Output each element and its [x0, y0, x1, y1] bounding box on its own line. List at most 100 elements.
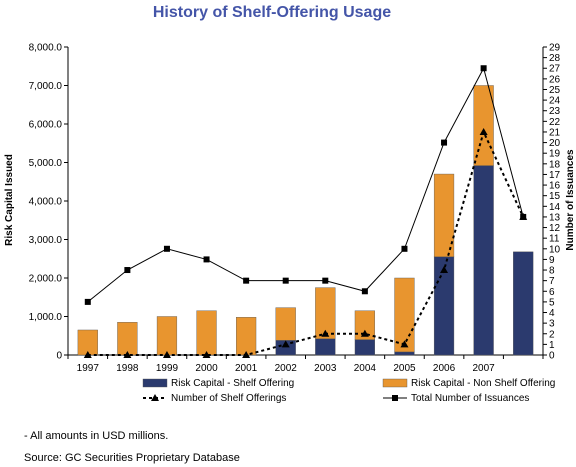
- axes: 0 1,000.0 2,000.0 3,000.0 4,000.0 5,000.0 6,00…: [29, 43, 561, 375]
- y2-tick-label: 17: [549, 170, 561, 181]
- y-tick-label: 4,000.0: [29, 197, 63, 208]
- x-tick-label: 2000: [195, 363, 218, 374]
- point-total-number-of-issuances: [322, 277, 329, 284]
- x-tick-label: 2006: [433, 363, 456, 374]
- x-tick-label: 2003: [314, 363, 337, 374]
- bar-risk-capital-shelf-offering: [315, 338, 336, 356]
- y2-tick-label: 2: [549, 329, 555, 340]
- bars: [77, 85, 534, 356]
- point-total-number-of-issuances: [163, 245, 170, 252]
- line-number-of-shelf-offerings: [87, 129, 525, 356]
- point-total-number-of-issuances: [441, 139, 448, 146]
- y2-tick-label: 7: [549, 276, 555, 287]
- legend-swatch-risk-capital-shelf-offering: [142, 378, 168, 388]
- legend-label-total-number-of-issuances: Total Number of Issuances: [411, 393, 529, 404]
- y2-tick-label: 23: [549, 106, 561, 117]
- point-number-of-shelf-offerings: [321, 329, 330, 337]
- bar-risk-capital-non-shelf-offering: [433, 173, 455, 258]
- legend-label-risk-capital-non-shelf-offering: Risk Capital - Non Shelf Offering: [411, 378, 555, 389]
- point-number-of-shelf-offerings: [83, 351, 92, 358]
- y2-tick-label: 11: [549, 234, 560, 245]
- y2-tick-label: 29: [549, 43, 561, 54]
- legend-marker-number-of-shelf-offerings: [151, 394, 159, 401]
- y-tick-label: 2,000.0: [29, 274, 63, 285]
- y2-tick-label: 15: [549, 191, 561, 202]
- y-axis-label: Risk Capital Issued: [4, 154, 15, 246]
- y-tick-label: 3,000.0: [29, 235, 63, 246]
- bar-risk-capital-non-shelf-offering: [315, 287, 336, 340]
- y2-tick-label: 1: [549, 340, 555, 351]
- y2-tick-label: 0: [549, 351, 555, 362]
- y-tick-label: 1,000.0: [29, 312, 63, 323]
- y2-tick-label: 13: [549, 212, 561, 223]
- y2-tick-label: 3: [549, 319, 555, 330]
- line-total-number-of-issuances: [87, 66, 524, 303]
- y2-tick-label: 18: [549, 159, 561, 170]
- y2-tick-label: 6: [549, 287, 555, 298]
- point-total-number-of-issuances: [361, 288, 368, 295]
- bar-risk-capital-non-shelf-offering: [473, 85, 494, 166]
- x-tick-label: 2002: [275, 363, 298, 374]
- legend-marker-total-number-of-issuances: [392, 395, 398, 401]
- point-number-of-shelf-offerings: [281, 340, 290, 348]
- shelf-offering-chart: History of Shelf-Offering Usage Risk Cap…: [4, 4, 576, 404]
- point-number-of-shelf-offerings: [202, 351, 211, 358]
- x-tick-label: 2007: [473, 363, 496, 374]
- point-total-number-of-issuances: [401, 245, 408, 252]
- y2-tick-label: 16: [549, 181, 561, 192]
- legend-label-risk-capital-shelf-offering: Risk Capital - Shelf Offering: [171, 378, 294, 389]
- bar-risk-capital-shelf-offering: [354, 339, 375, 356]
- bar-risk-capital-non-shelf-offering: [117, 322, 138, 356]
- bar-risk-capital-non-shelf-offering: [156, 316, 178, 356]
- y2-tick-label: 19: [549, 149, 561, 160]
- bar-risk-capital-shelf-offering: [513, 251, 534, 356]
- y-tick-label: 8,000.0: [29, 43, 63, 54]
- bar-risk-capital-non-shelf-offering: [354, 310, 375, 340]
- y2-tick-label: 21: [549, 127, 561, 138]
- y2-tick-label: 22: [549, 117, 561, 128]
- y2-tick-label: 8: [549, 266, 555, 277]
- y2-tick-label: 28: [549, 53, 561, 64]
- y2-tick-label: 27: [549, 64, 561, 75]
- y2-tick-label: 12: [549, 223, 561, 234]
- point-number-of-shelf-offerings: [242, 351, 251, 358]
- y2-tick-label: 4: [549, 308, 555, 319]
- y2-tick-label: 9: [549, 255, 555, 266]
- point-total-number-of-issuances: [84, 298, 91, 305]
- bar-risk-capital-non-shelf-offering: [275, 307, 296, 341]
- y2-tick-label: 24: [549, 96, 561, 107]
- lines: [83, 65, 528, 358]
- y2-tick-label: 5: [549, 297, 555, 308]
- legend-swatch-risk-capital-non-shelf-offering: [382, 378, 408, 388]
- bar-risk-capital-shelf-offering: [473, 165, 494, 356]
- bar-risk-capital-shelf-offering: [394, 351, 415, 356]
- amounts-note: - All amounts in USD millions.: [24, 430, 169, 442]
- y2-tick-label: 25: [549, 85, 561, 96]
- source-note: Source: GC Securities Proprietary Databa…: [24, 452, 240, 464]
- point-total-number-of-issuances: [282, 277, 289, 284]
- bar-risk-capital-non-shelf-offering: [196, 310, 217, 356]
- point-number-of-shelf-offerings: [400, 340, 409, 348]
- y-tick-label: 5,000.0: [29, 158, 63, 169]
- x-tick-label: 1998: [116, 363, 139, 374]
- point-number-of-shelf-offerings: [123, 351, 132, 358]
- chart-title: History of Shelf-Offering Usage: [153, 4, 391, 21]
- y-tick-label: 0: [56, 351, 62, 362]
- y2-tick-label: 10: [549, 244, 561, 255]
- point-total-number-of-issuances: [480, 65, 487, 72]
- y2-tick-label: 26: [549, 74, 561, 85]
- bar-risk-capital-non-shelf-offering: [236, 317, 257, 356]
- legend-label-number-of-shelf-offerings: Number of Shelf Offerings: [171, 393, 286, 404]
- point-total-number-of-issuances: [203, 256, 210, 263]
- point-number-of-shelf-offerings: [360, 329, 369, 337]
- x-tick-label: 1999: [156, 363, 179, 374]
- x-tick-label: 2004: [354, 363, 377, 374]
- point-number-of-shelf-offerings: [440, 266, 449, 274]
- x-tick-label: 2001: [235, 363, 258, 374]
- legend: Risk Capital - Shelf Offering Risk Capita…: [142, 378, 555, 404]
- y2-axis-label: Number of Issuances: [565, 149, 576, 251]
- point-total-number-of-issuances: [243, 277, 250, 284]
- point-number-of-shelf-offerings: [162, 351, 171, 358]
- point-number-of-shelf-offerings: [479, 127, 488, 135]
- y-tick-label: 7,000.0: [29, 81, 63, 92]
